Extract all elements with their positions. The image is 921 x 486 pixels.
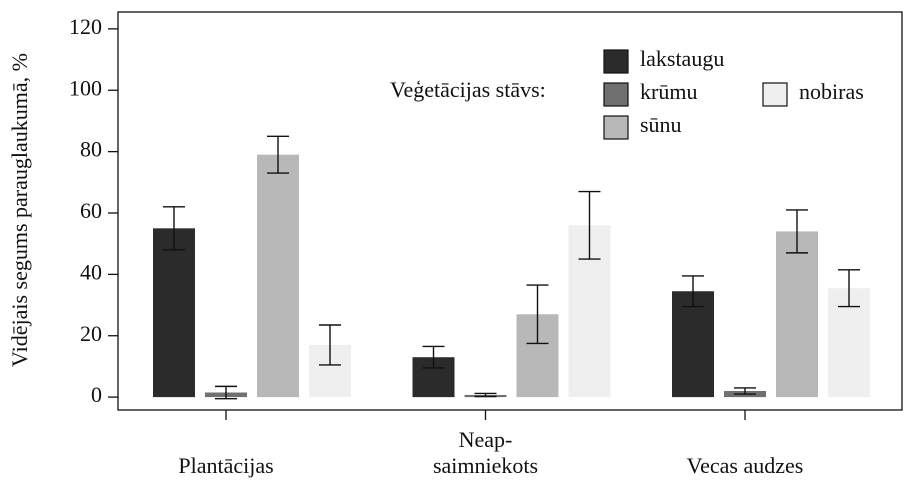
legend-label: sūnu	[640, 112, 682, 137]
error-bar	[786, 209, 808, 254]
error-bar	[578, 190, 601, 260]
error-bar	[682, 275, 704, 308]
error-bar	[526, 284, 549, 345]
bar	[257, 154, 299, 398]
error-bar	[267, 135, 289, 174]
y-tick-label: 0	[91, 382, 102, 407]
legend-swatch	[762, 82, 788, 107]
x-tick-label: Vecas audzes	[687, 453, 804, 478]
legend-swatch	[603, 49, 629, 74]
error-bar	[215, 385, 237, 400]
legend-label: nobiras	[799, 79, 864, 104]
bar	[153, 228, 195, 398]
error-bar	[474, 392, 497, 398]
error-bar	[422, 345, 445, 369]
y-axis-label: Vidējais segums parauglaukumā, %	[7, 53, 32, 367]
legend-swatch	[603, 115, 629, 140]
plot-frame	[117, 11, 903, 411]
error-bar	[163, 206, 185, 251]
y-tick-label: 20	[80, 321, 102, 346]
legend-label: krūmu	[640, 79, 697, 104]
bar	[776, 231, 818, 398]
legend-swatch	[603, 82, 629, 107]
bar	[672, 291, 714, 398]
x-tick-label: Neap-saimniekots	[433, 427, 538, 478]
y-tick-label: 100	[69, 75, 102, 100]
y-tick-label: 60	[80, 198, 102, 223]
y-tick-label: 120	[69, 14, 102, 39]
legend-title: Veģetācijas stāvs:	[390, 77, 546, 102]
legend-label: lakstaugu	[640, 46, 724, 71]
error-bar	[734, 387, 756, 395]
error-bar	[319, 324, 341, 366]
y-tick-label: 80	[80, 137, 102, 162]
x-tick-label: Plantācijas	[178, 453, 273, 478]
y-tick-label: 40	[80, 259, 102, 284]
error-bar	[838, 269, 860, 308]
